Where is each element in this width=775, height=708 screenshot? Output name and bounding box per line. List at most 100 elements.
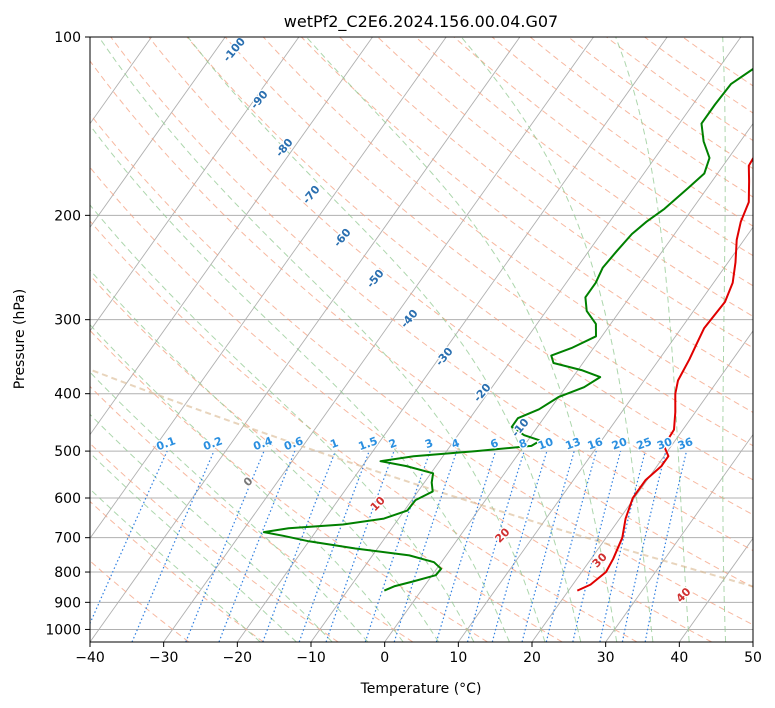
mixing-ratio-line bbox=[599, 450, 646, 642]
dry-adiabat-line bbox=[90, 385, 414, 642]
plot-frame bbox=[89, 36, 754, 643]
mixing-ratio-line bbox=[90, 450, 168, 625]
x-axis-label: Temperature (°C) bbox=[360, 681, 482, 697]
isotherm-line bbox=[678, 537, 753, 642]
x-tick-label: 40 bbox=[670, 650, 688, 666]
mixing-ratio-line bbox=[185, 450, 265, 642]
mixing-ratio-line bbox=[466, 450, 525, 642]
moist-adiabat-line bbox=[306, 37, 618, 642]
dry-adiabat-label: -20 bbox=[471, 381, 494, 405]
dry-adiabat-line bbox=[377, 37, 753, 317]
dry-adiabat-label: -60 bbox=[331, 226, 354, 250]
axis-ticks: −40 −30 −20 −10 0 10 20 30 40 5010020030040050060… bbox=[45, 30, 762, 666]
dry-adiabat-line bbox=[90, 220, 638, 642]
isotherm-line bbox=[384, 122, 753, 642]
isotherm-line bbox=[310, 37, 742, 642]
moist-adiabat-line bbox=[90, 488, 261, 642]
dry-adiabat-label: -80 bbox=[273, 136, 296, 160]
mixing-ratio-label: 0.6 bbox=[282, 434, 305, 453]
dry-adiabat-line bbox=[90, 60, 753, 588]
y-tick-label: 400 bbox=[54, 387, 81, 403]
mixing-ratio-line bbox=[218, 450, 296, 642]
isotherm-line bbox=[531, 330, 753, 642]
isotherm-line bbox=[90, 37, 300, 332]
isotherm-line bbox=[90, 37, 521, 642]
dry-adiabat-line bbox=[90, 274, 563, 642]
mixing-ratio-line bbox=[364, 450, 431, 642]
dry-adiabat-line bbox=[224, 37, 753, 447]
dry-adiabat-label: -90 bbox=[248, 88, 271, 112]
mixing-ratio-line bbox=[572, 450, 622, 642]
y-tick-label: 800 bbox=[54, 565, 81, 581]
y-tick-label: 300 bbox=[54, 313, 81, 329]
mixing-ratio-label: 0.1 bbox=[155, 434, 178, 453]
dry-adiabat-label: -40 bbox=[398, 307, 421, 331]
mixing-ratio-label: 16 bbox=[586, 435, 605, 453]
x-tick-label: 30 bbox=[597, 650, 615, 666]
y-tick-label: 100 bbox=[54, 30, 81, 46]
isotherm-line bbox=[163, 37, 594, 642]
dry-adiabat-label: -100 bbox=[220, 35, 248, 65]
mixing-ratio-line bbox=[131, 450, 215, 642]
isotherm-line bbox=[236, 37, 668, 642]
moist-adiabat-line bbox=[90, 324, 404, 642]
dry-adiabat-line bbox=[90, 166, 712, 642]
mixing-ratio-label: 30 bbox=[655, 435, 674, 453]
mixing-ratio-line bbox=[644, 450, 688, 642]
x-tick-label: 10 bbox=[449, 650, 467, 666]
mixing-ratio-label: 0.4 bbox=[251, 434, 274, 453]
dry-adiabat-line bbox=[186, 37, 753, 481]
x-tick-label: −40 bbox=[75, 650, 105, 666]
dry-adiabat-line bbox=[110, 37, 753, 552]
y-tick-label: 900 bbox=[54, 595, 81, 611]
mixing-ratio-label: 2 bbox=[387, 436, 399, 451]
moist-adiabat-line bbox=[90, 124, 510, 642]
temperature-profile-line bbox=[576, 156, 753, 592]
moist-adiabat-line bbox=[90, 269, 440, 642]
moist-adiabat-line bbox=[615, 37, 690, 642]
moist-adiabat-line bbox=[90, 204, 475, 642]
mixing-ratio-line bbox=[325, 450, 395, 642]
x-tick-label: −30 bbox=[149, 650, 179, 666]
mixing-ratio-line bbox=[262, 450, 336, 642]
dry-adiabat-label: -30 bbox=[433, 345, 456, 369]
isotherm-line bbox=[90, 37, 373, 436]
dry-adiabat-line bbox=[453, 37, 753, 257]
moist-adiabat-line bbox=[90, 371, 369, 642]
mixing-ratio-label: 0.2 bbox=[201, 434, 224, 453]
isotherm-line bbox=[605, 433, 753, 642]
dry-adiabat-line bbox=[682, 37, 753, 87]
moist-adiabat-label: 30 bbox=[590, 550, 610, 570]
chart-title: wetPf2_C2E6.2024.156.00.04.G07 bbox=[284, 12, 558, 32]
moist-adiabat-line bbox=[90, 413, 333, 642]
dry-adiabat-line bbox=[262, 37, 753, 413]
dry-adiabat-line bbox=[148, 37, 753, 516]
mixing-ratio-line bbox=[298, 450, 370, 642]
mixing-ratio-label: 25 bbox=[635, 435, 654, 452]
moist-adiabat-label: 10 bbox=[368, 494, 388, 514]
dewpoint-profile-line bbox=[262, 67, 753, 592]
y-axis-label: Pressure (hPa) bbox=[12, 289, 28, 389]
moist-adiabat-label: 20 bbox=[492, 525, 512, 545]
y-tick-label: 600 bbox=[54, 491, 81, 507]
x-tick-label: −10 bbox=[296, 650, 326, 666]
mixing-ratio-line bbox=[521, 450, 575, 642]
mixing-ratio-line bbox=[621, 450, 667, 642]
isotherm-line bbox=[752, 641, 753, 642]
isotherm-line bbox=[90, 37, 226, 229]
mixing-ratio-line bbox=[491, 450, 548, 642]
dry-adiabat-label: -50 bbox=[364, 267, 387, 291]
mixing-ratio-label: 3 bbox=[423, 436, 435, 451]
mixing-ratio-label: 4 bbox=[450, 436, 462, 451]
mixing-ratio-line bbox=[393, 450, 458, 642]
isotherm-line bbox=[90, 37, 447, 540]
mixing-ratio-label: 20 bbox=[610, 435, 629, 453]
dry-adiabat-line bbox=[301, 37, 753, 381]
y-tick-label: 500 bbox=[54, 444, 81, 460]
y-tick-label: 1000 bbox=[45, 622, 81, 638]
x-tick-label: 0 bbox=[380, 650, 389, 666]
mixing-ratio-label: 1.5 bbox=[357, 434, 380, 453]
isotherm-line bbox=[457, 226, 753, 642]
